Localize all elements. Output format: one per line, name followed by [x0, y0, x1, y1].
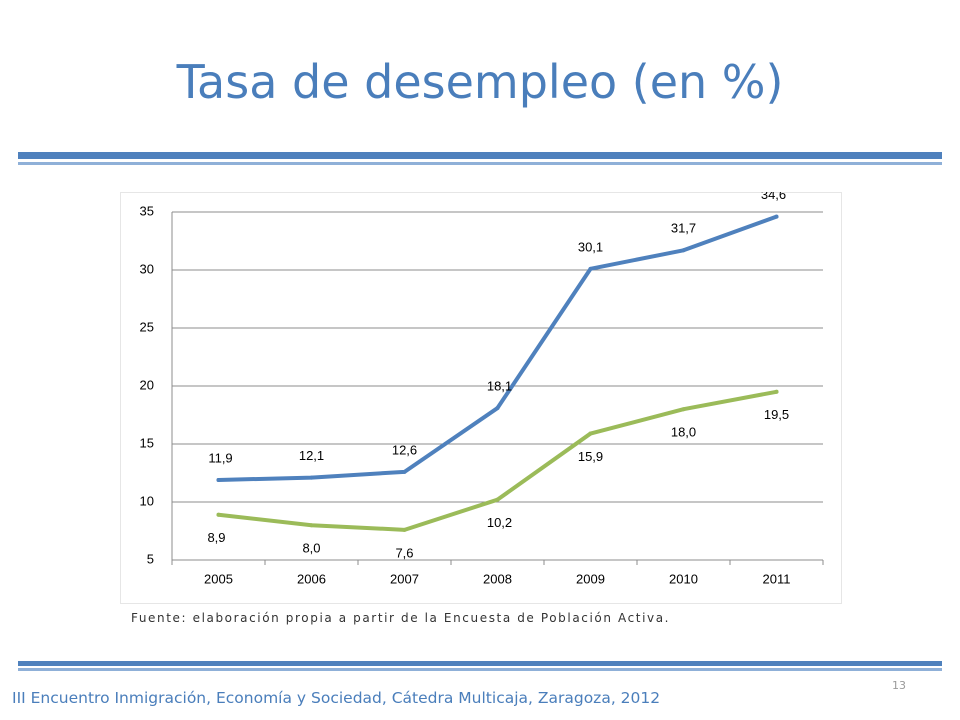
data-label: 8,9 — [207, 530, 225, 545]
data-point — [495, 497, 500, 502]
data-point — [309, 523, 314, 528]
series-line-1 — [216, 214, 779, 482]
data-point — [495, 406, 500, 411]
x-tick-label: 2010 — [669, 571, 698, 586]
data-label: 19,5 — [764, 407, 789, 422]
data-label: 31,7 — [671, 221, 696, 236]
data-point — [681, 248, 686, 253]
data-label: 8,0 — [302, 541, 320, 556]
y-tick-label: 10 — [140, 493, 154, 508]
data-point — [309, 475, 314, 480]
slide-title: Tasa de desempleo (en %) — [176, 55, 784, 109]
data-label: 34,6 — [761, 192, 786, 202]
chart-area: 5 10 15 20 25 30 35 2005 2006 2007 2008 2009 2010 201… — [120, 192, 842, 604]
top-rule-thin — [18, 162, 942, 165]
x-tick-label: 2006 — [297, 571, 326, 586]
data-point — [588, 431, 593, 436]
chart-frame — [120, 192, 842, 604]
data-point — [402, 527, 407, 532]
x-tick-label: 2005 — [204, 571, 233, 586]
data-label: 12,6 — [392, 442, 417, 457]
footer-text: III Encuentro Inmigración, Economía y So… — [12, 689, 661, 707]
y-tick-label: 25 — [140, 319, 154, 334]
y-tick-label: 30 — [140, 261, 154, 276]
source-note: Fuente: elaboración propia a partir de l… — [131, 611, 671, 625]
x-tick-label: 2009 — [576, 571, 605, 586]
data-point — [216, 512, 221, 517]
unemployment-line-chart: 5 10 15 20 25 30 35 2005 2006 2007 2008 2009 2010 201… — [120, 192, 842, 604]
y-tick-label: 15 — [140, 435, 154, 450]
top-rule-thick — [18, 152, 942, 159]
data-label: 12,1 — [299, 448, 324, 463]
data-point — [402, 469, 407, 474]
data-point — [774, 214, 779, 219]
x-tick-label: 2008 — [483, 571, 512, 586]
data-label: 15,9 — [578, 449, 603, 464]
page-number: 13 — [892, 679, 906, 692]
y-tick-label: 5 — [147, 551, 154, 566]
data-point — [774, 389, 779, 394]
y-tick-label: 35 — [140, 203, 154, 218]
bottom-rule-thick — [18, 661, 942, 666]
data-label: 11,9 — [208, 450, 232, 465]
data-label: 18,1 — [487, 378, 512, 393]
data-point — [681, 407, 686, 412]
data-label: 30,1 — [578, 239, 603, 254]
data-point — [588, 266, 593, 271]
data-label: 10,2 — [487, 515, 512, 530]
data-point — [216, 477, 221, 482]
data-label: 18,0 — [671, 425, 696, 440]
y-tick-label: 20 — [140, 377, 154, 392]
x-tick-label: 2011 — [763, 571, 791, 586]
data-label: 7,6 — [395, 545, 413, 560]
bottom-rule-thin — [18, 668, 942, 671]
x-tick-label: 2007 — [390, 571, 419, 586]
